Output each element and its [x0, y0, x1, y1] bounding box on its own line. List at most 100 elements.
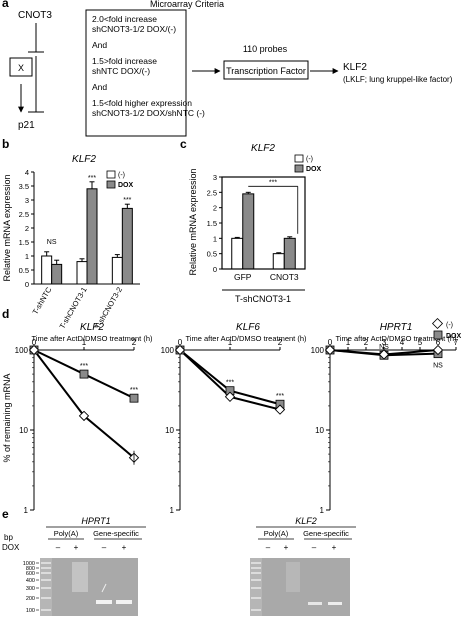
- y-tick-label: 3.5: [19, 182, 29, 191]
- criteria-line: And: [92, 82, 107, 92]
- ladder-label: 200: [26, 596, 35, 602]
- y-tick-label: 100: [161, 346, 175, 355]
- significance-stars: ***: [88, 175, 96, 182]
- point-dox: [79, 369, 89, 379]
- panel-c-legend-swatch-dox: [294, 164, 304, 173]
- ladder-label: 100: [26, 608, 35, 614]
- bar-minus: [41, 255, 53, 285]
- significance-annotation: ***: [130, 387, 138, 394]
- y-tick-label: 10: [19, 426, 28, 435]
- panel-a: a CNOT3 X p21 Microarray Criteria 2.0<fo…: [2, 0, 453, 137]
- y-tick-label: 0.5: [19, 266, 29, 275]
- significance-annotation: NS: [379, 344, 389, 351]
- ladder-band: [41, 567, 51, 569]
- group-label: Poly(A): [54, 529, 79, 538]
- ladder-band: [41, 609, 51, 611]
- cnot3-label: CNOT3: [18, 10, 52, 21]
- dox-sign: –: [56, 543, 61, 552]
- y-tick-label: 3: [25, 196, 29, 205]
- y-tick-label: 1: [320, 506, 325, 515]
- x-tick-label: 1: [228, 338, 233, 347]
- bar-minus: [272, 253, 285, 270]
- y-tick-label: 1: [170, 506, 175, 515]
- x-tick-label: 5: [418, 338, 423, 347]
- panel-d-legend-diamond: [431, 317, 444, 330]
- dox-sign: +: [332, 543, 337, 552]
- point-minus: [78, 410, 90, 422]
- bar-dox: [242, 193, 255, 270]
- panel-d-legend-minus: (-): [446, 322, 453, 329]
- panel-b-letter: b: [2, 137, 9, 151]
- bar-minus: [76, 261, 88, 285]
- ladder-band: [41, 579, 51, 581]
- criteria-line: 2.0<fold increase: [92, 14, 157, 24]
- gel-title: KLF2: [295, 516, 317, 526]
- ladder-band: [251, 572, 261, 574]
- ladder-band: [251, 587, 261, 589]
- dox-sign: –: [312, 543, 317, 552]
- point-minus: [274, 404, 286, 415]
- panel-b-legend-dox: DOX: [118, 182, 134, 189]
- ladder-band: [41, 597, 51, 599]
- panel-b-legend-swatch-minus: [106, 170, 116, 179]
- point-minus: [174, 344, 186, 356]
- panel-b-chart: 00.511.522.533.54T-shNTC T-shCNOT3-1 T-shC…: [19, 168, 140, 330]
- x-tick-label: 0: [178, 338, 183, 347]
- group-label: Poly(A): [264, 529, 289, 538]
- x-box: [9, 57, 33, 77]
- x-tick-label: 1: [82, 338, 87, 347]
- dox-sign: +: [122, 543, 127, 552]
- panel-c-frame: [221, 176, 306, 270]
- ladder-band: [41, 562, 51, 564]
- pcr-band: [328, 602, 342, 605]
- ladder-band: [251, 562, 261, 564]
- gel-title: HPRT1: [81, 516, 110, 526]
- panel-e: e bp DOX 1000800600400300200100HPRT1Poly…: [2, 507, 356, 616]
- y-tick-label: 0: [213, 265, 217, 274]
- bar-dox: [86, 188, 98, 285]
- bar-dox: [51, 263, 63, 285]
- hprt1-decay-title: HPRT1: [380, 322, 413, 333]
- panel-b-legend-swatch-dox: [106, 180, 116, 189]
- point-dox: [129, 393, 139, 403]
- category-label: T-shNTC: [31, 285, 54, 316]
- category-label: GFP: [234, 272, 252, 282]
- criteria-line: 1.5>fold increase: [92, 56, 157, 66]
- criteria-line: shCNOT3-1/2 DOX/shNTC (-): [92, 108, 205, 118]
- decay-chart-hprt1: 0 1 2 3 4 5 6 7 1 10 100 NS NS: [311, 338, 459, 515]
- gel-klf2: KLF2 Poly(A) Gene-specific – + – +: [250, 516, 356, 616]
- ladder-label: 600: [26, 571, 35, 577]
- dox-sign: –: [102, 543, 107, 552]
- y-tick-label: 0: [25, 280, 29, 289]
- panel-d-legend-dox: DOX: [446, 333, 462, 340]
- criteria-line: And: [92, 40, 107, 50]
- y-tick-label: 100: [311, 346, 325, 355]
- x-tick-label: 2: [278, 338, 283, 347]
- ladder-label: 300: [26, 586, 35, 592]
- tf-box: [223, 60, 309, 80]
- panel-b-title: KLF2: [72, 154, 96, 165]
- y-tick-label: 100: [15, 346, 29, 355]
- x-tick-label: 0: [328, 338, 333, 347]
- y-tick-label: 10: [315, 426, 324, 435]
- panel-c-legend-minus: (-): [306, 156, 313, 163]
- smear: [72, 562, 88, 592]
- panel-c-title: KLF2: [251, 143, 275, 154]
- ladder-band: [251, 597, 261, 599]
- point-minus: [432, 344, 444, 356]
- p21-label: p21: [18, 120, 35, 131]
- point-minus: [224, 391, 236, 402]
- ladder-band: [41, 587, 51, 589]
- x-tick-label: 2: [132, 338, 137, 347]
- significance-annotation: ***: [276, 393, 284, 400]
- decay-chart-klf2: 0 1 2 1 10 100 *** ***: [15, 338, 140, 515]
- klf2-target-label: KLF2: [343, 62, 367, 73]
- significance-annotation: NS: [433, 363, 443, 370]
- criteria-line: 1.5<fold higher expression: [92, 98, 192, 108]
- x-tick-label: 4: [400, 338, 405, 347]
- ns-annotation: NS: [47, 239, 57, 246]
- panel-d-ylabel: % of remaining mRNA: [2, 373, 12, 462]
- panel-b: b KLF2 Relative mRNA expression 0 0.5 1 1.5…: [2, 137, 140, 330]
- x-label: X: [18, 63, 24, 73]
